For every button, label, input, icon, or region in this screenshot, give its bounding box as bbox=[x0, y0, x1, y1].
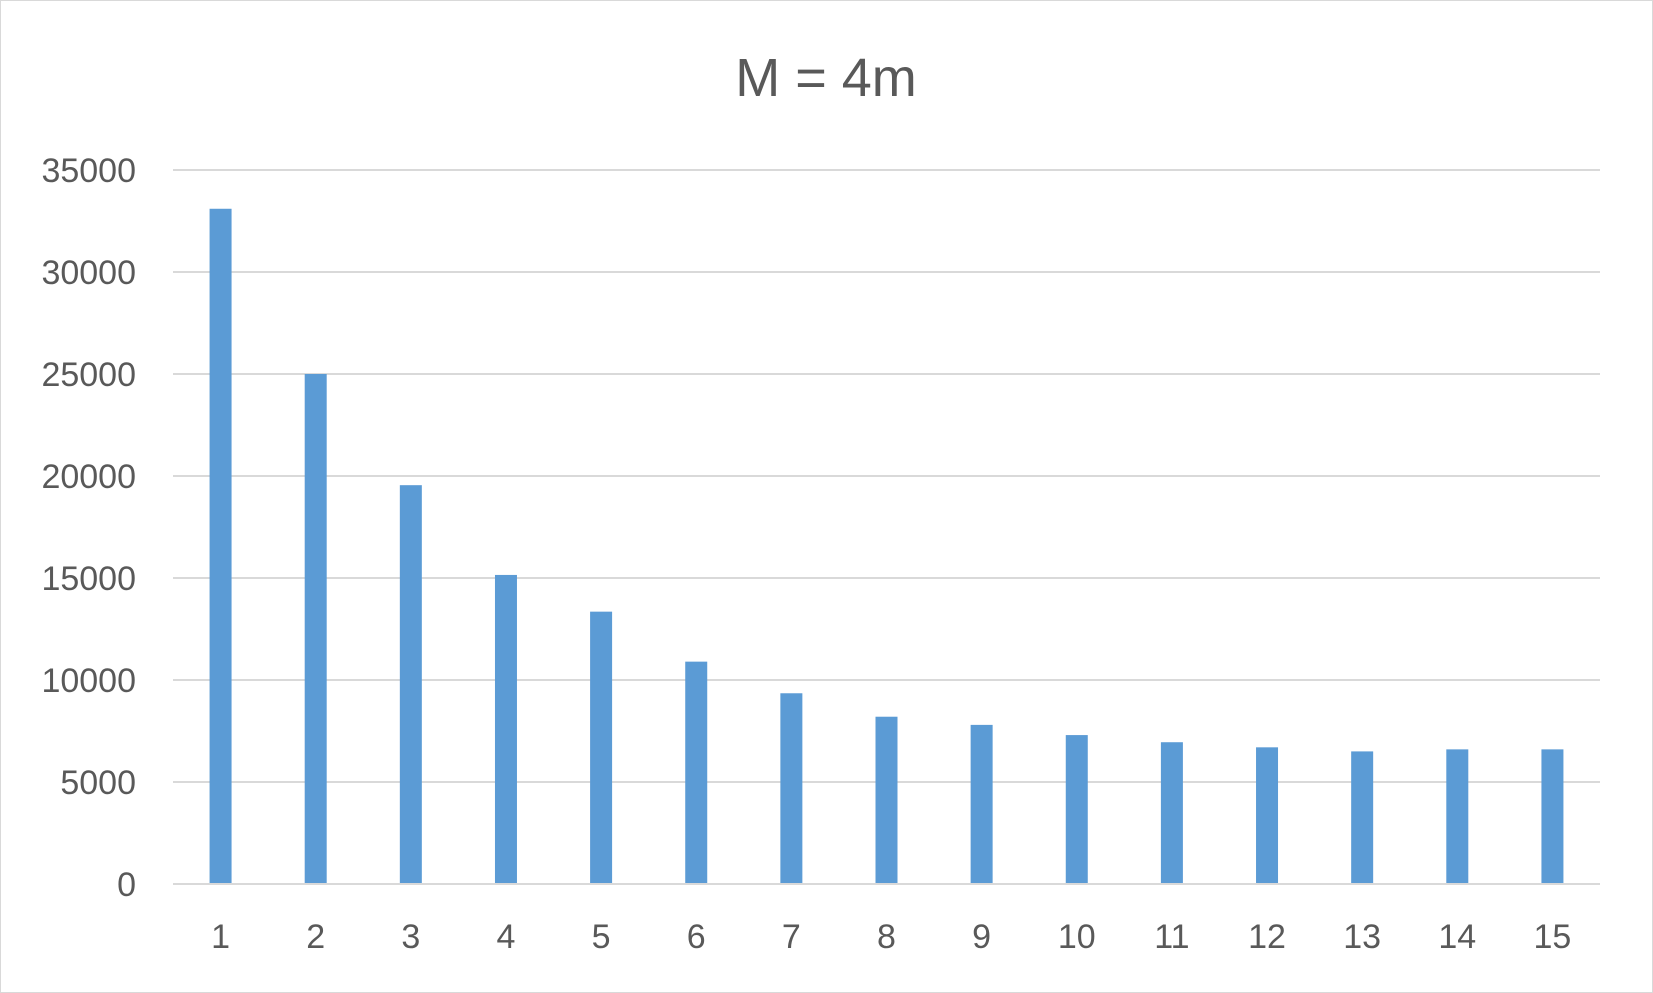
bar bbox=[1541, 749, 1564, 884]
x-axis-tick-labels: 1 2 3 4 5 6 7 8 9 10 11 12 13 14 15 bbox=[211, 918, 1571, 956]
x-tick-label: 8 bbox=[877, 918, 896, 956]
y-tick-label: 15000 bbox=[41, 560, 136, 598]
x-tick-label: 5 bbox=[592, 918, 611, 956]
bar bbox=[970, 724, 993, 884]
y-axis-tick-labels: 0 5000 10000 15000 20000 25000 30000 35000 bbox=[41, 152, 136, 904]
bar bbox=[1256, 747, 1279, 884]
bar bbox=[1065, 735, 1088, 884]
gridlines bbox=[173, 169, 1600, 783]
x-tick-label: 13 bbox=[1343, 918, 1381, 956]
bar bbox=[494, 574, 517, 884]
x-tick-label: 3 bbox=[401, 918, 420, 956]
chart-title: M = 4m bbox=[735, 48, 917, 108]
bars bbox=[209, 208, 1564, 884]
x-tick-label: 10 bbox=[1058, 918, 1096, 956]
bar bbox=[685, 661, 708, 884]
x-tick-label: 9 bbox=[972, 918, 991, 956]
bar bbox=[209, 208, 232, 884]
x-tick-label: 15 bbox=[1534, 918, 1572, 956]
bar bbox=[780, 693, 803, 884]
y-tick-label: 5000 bbox=[60, 764, 136, 802]
x-tick-label: 11 bbox=[1154, 918, 1189, 956]
y-tick-label: 10000 bbox=[41, 662, 136, 700]
x-tick-label: 12 bbox=[1248, 918, 1286, 956]
x-tick-label: 6 bbox=[687, 918, 706, 956]
x-tick-label: 1 bbox=[211, 918, 230, 956]
y-tick-label: 20000 bbox=[41, 458, 136, 496]
bar bbox=[1160, 742, 1183, 884]
y-tick-label: 0 bbox=[117, 866, 136, 904]
y-tick-label: 35000 bbox=[41, 152, 136, 190]
x-tick-label: 4 bbox=[497, 918, 516, 956]
bar bbox=[1446, 749, 1469, 884]
bar bbox=[1351, 751, 1374, 884]
x-tick-label: 7 bbox=[782, 918, 801, 956]
x-tick-label: 2 bbox=[306, 918, 325, 956]
y-tick-label: 25000 bbox=[41, 356, 136, 394]
bar bbox=[590, 611, 613, 884]
bar bbox=[875, 716, 898, 884]
x-tick-label: 14 bbox=[1438, 918, 1476, 956]
bar bbox=[304, 374, 327, 884]
bar bbox=[399, 485, 422, 884]
y-tick-label: 30000 bbox=[41, 254, 136, 292]
